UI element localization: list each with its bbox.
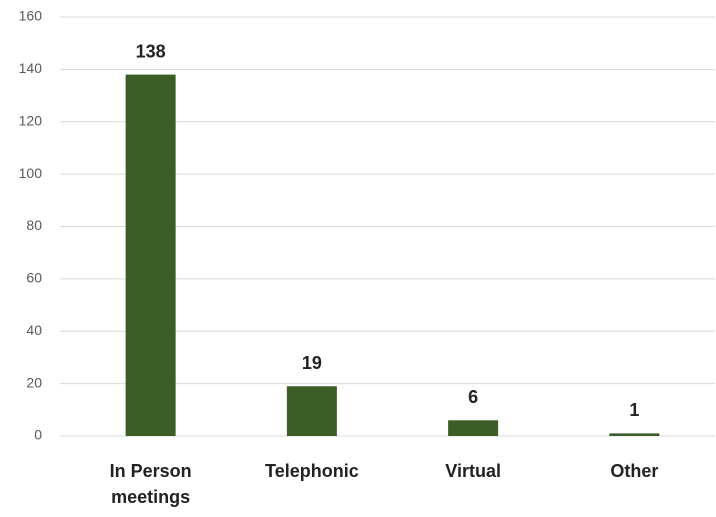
y-tick-label: 60 — [26, 270, 42, 286]
data-label: 138 — [136, 41, 166, 61]
y-tick-label: 0 — [34, 427, 42, 443]
y-tick-label: 100 — [19, 165, 43, 181]
y-tick-label: 160 — [19, 8, 43, 24]
y-tick-label: 80 — [26, 217, 42, 233]
y-tick-label: 140 — [19, 60, 43, 76]
data-label: 1 — [629, 400, 639, 420]
bar — [286, 386, 337, 436]
y-tick-label: 40 — [26, 322, 42, 338]
y-tick-label: 20 — [26, 374, 42, 390]
x-tick-label: In Person meetings — [109, 461, 192, 507]
data-label: 19 — [302, 353, 322, 373]
bar — [609, 433, 660, 436]
y-tick-label: 120 — [19, 112, 43, 128]
bar — [125, 74, 176, 437]
x-tick-label: Other — [610, 461, 659, 481]
bar — [448, 420, 499, 436]
data-label: 6 — [468, 387, 478, 407]
x-tick-label: Virtual — [445, 461, 501, 481]
x-tick-label: Telephonic — [265, 461, 359, 481]
